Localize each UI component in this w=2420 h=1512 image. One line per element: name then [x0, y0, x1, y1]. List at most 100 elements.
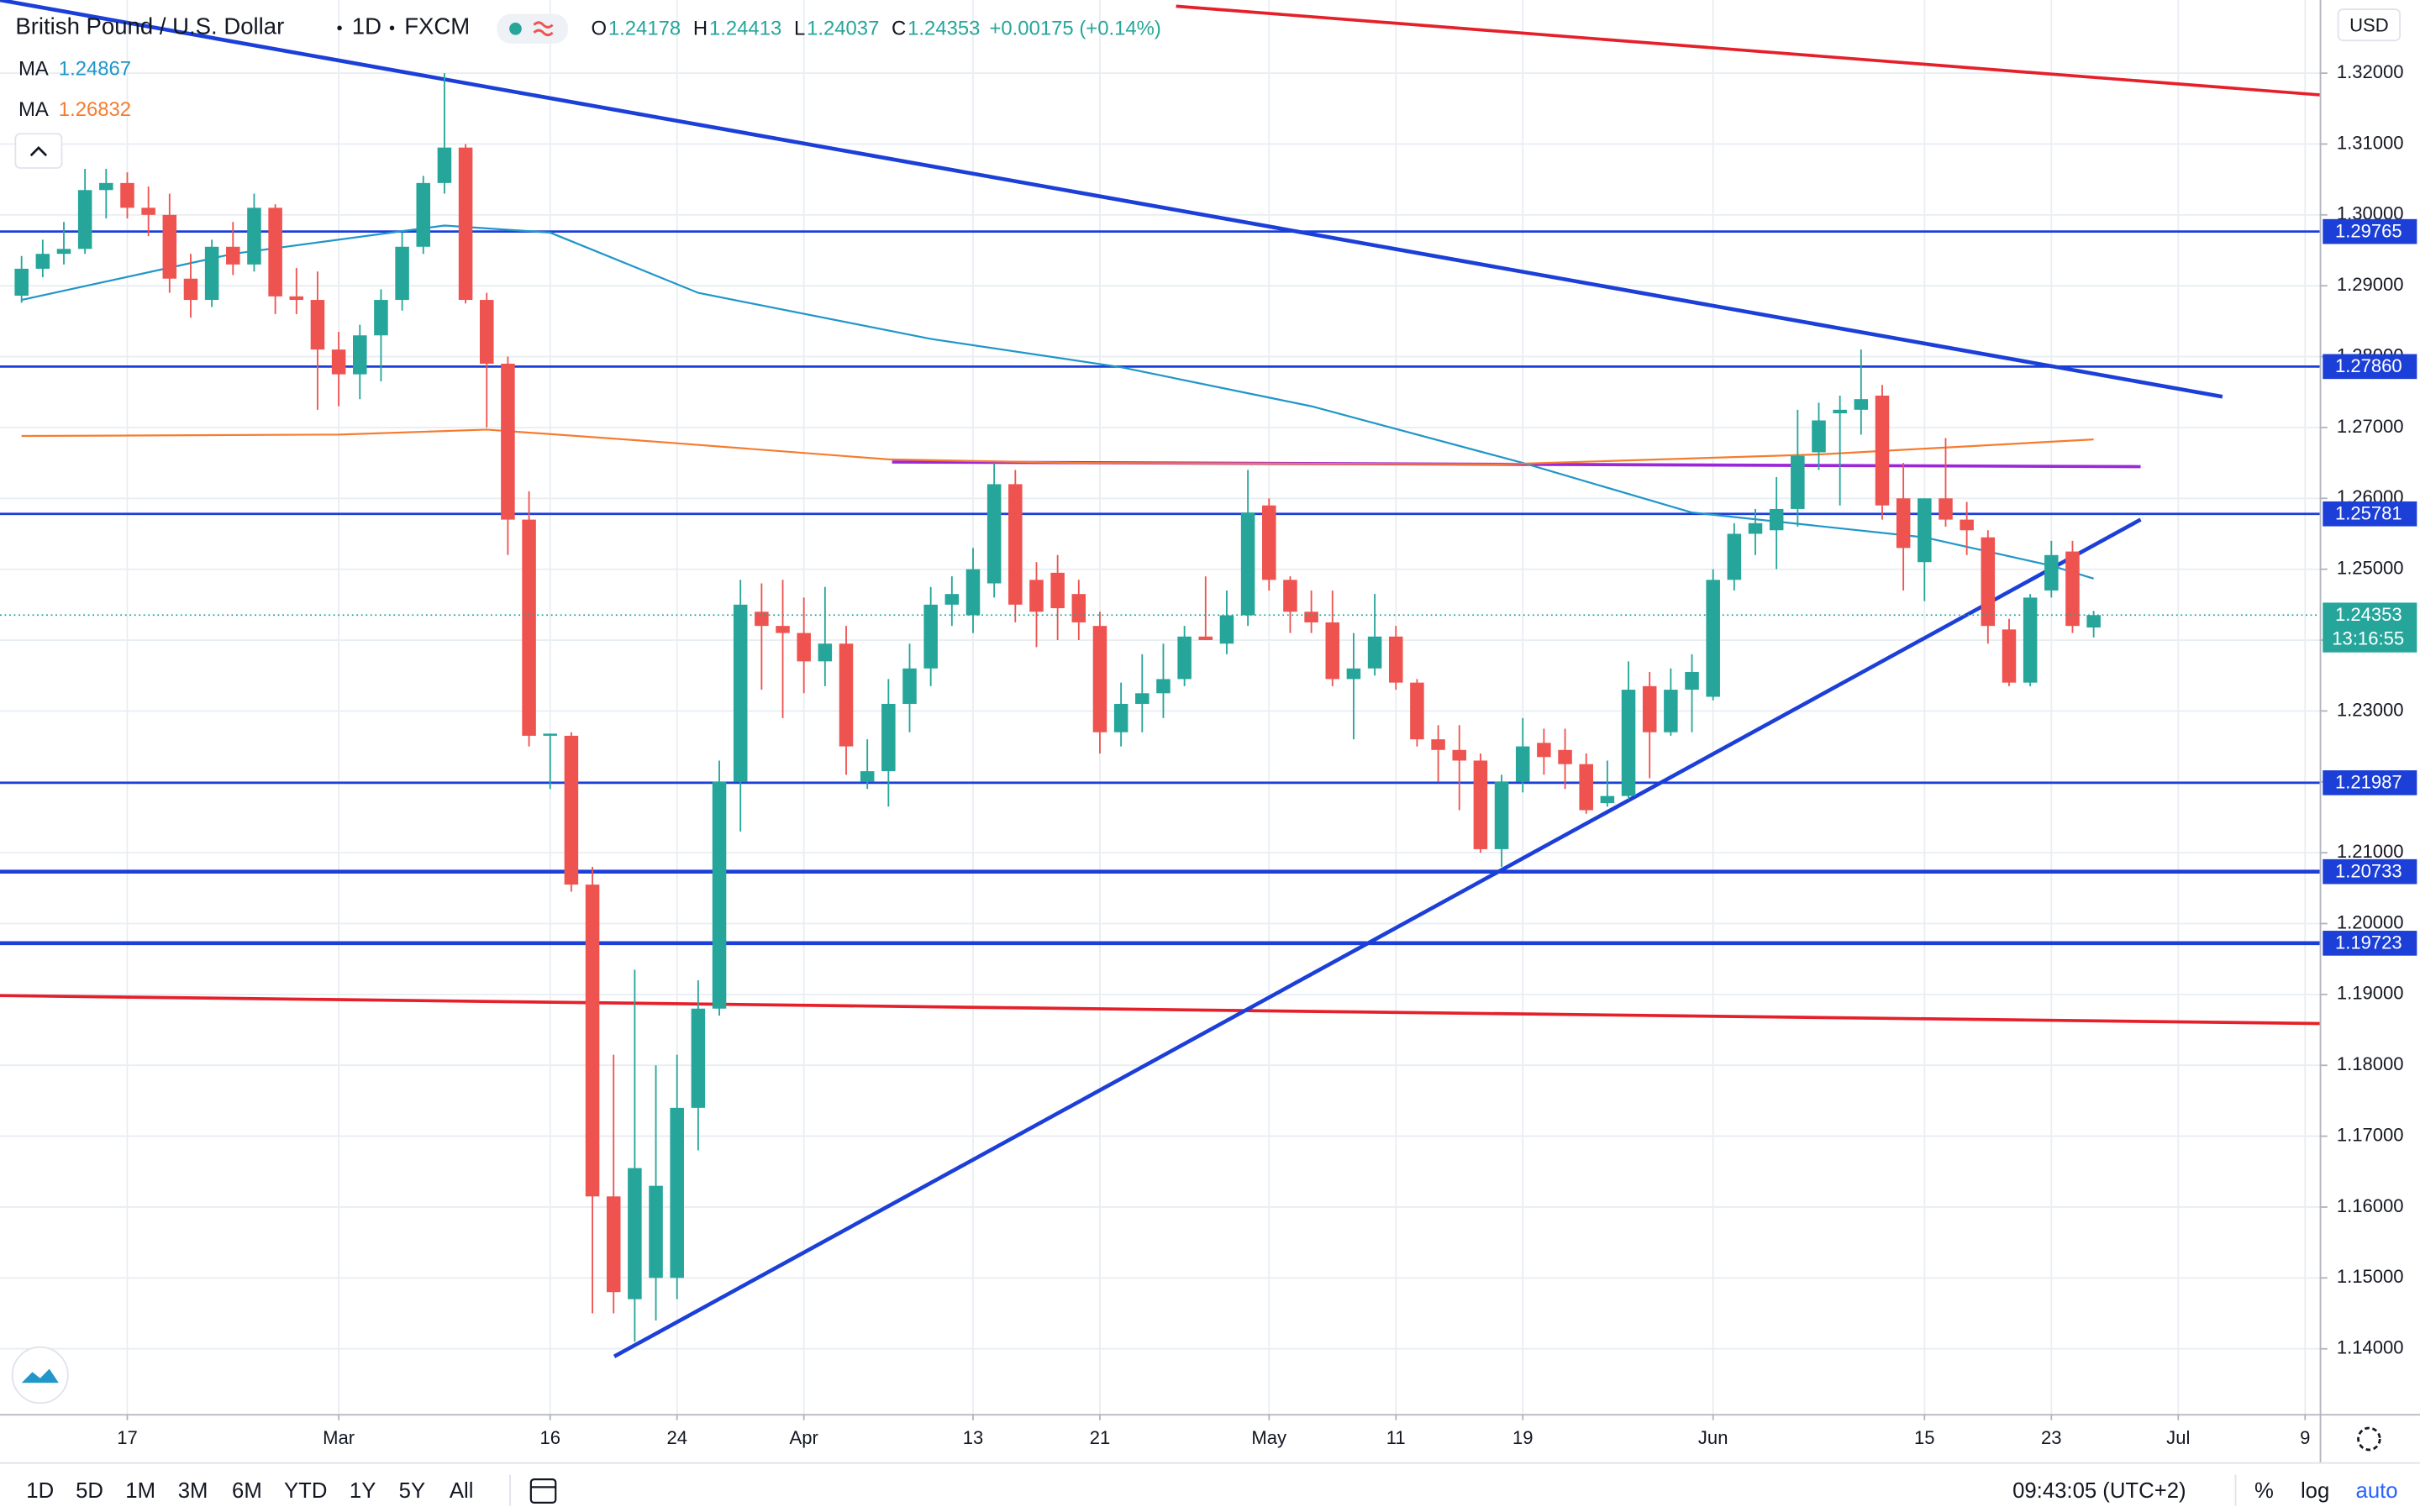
range-button[interactable]: All: [450, 1479, 474, 1503]
y-tick-label: 1.15000: [2337, 1266, 2404, 1287]
candle-body: [606, 1196, 621, 1293]
candle-body: [881, 703, 896, 772]
level-label-box: [2323, 931, 2417, 956]
candle-body: [1727, 533, 1742, 580]
data-icon: [533, 21, 554, 37]
candle-body: [1198, 636, 1213, 641]
ohlc-value: 1.24037: [807, 17, 879, 39]
x-tick-label: Mar: [323, 1427, 355, 1448]
currency: USD: [2349, 14, 2389, 35]
candle-body: [649, 1185, 663, 1278]
candle-body: [670, 1107, 684, 1278]
range-button[interactable]: 1D: [26, 1479, 54, 1503]
candle-body: [1494, 781, 1509, 849]
candle-body: [1918, 498, 1932, 563]
trend-line: [1176, 4, 2320, 97]
candle-body: [923, 604, 938, 669]
range-button[interactable]: 6M: [232, 1479, 262, 1503]
status-pill[interactable]: [497, 13, 568, 44]
level-label-box: [2323, 501, 2417, 527]
auto-toggle[interactable]: auto: [2356, 1479, 2398, 1503]
candle-body: [2023, 597, 2038, 683]
candle-body: [458, 147, 473, 301]
candle-body: [2065, 551, 2080, 627]
level-label: 1.20733: [2335, 860, 2402, 881]
range-button[interactable]: 5D: [76, 1479, 103, 1503]
y-tick-label: 1.32000: [2337, 61, 2404, 82]
range-button[interactable]: 3M: [178, 1479, 208, 1503]
candle-body: [944, 594, 960, 605]
candle-body: [1135, 693, 1150, 704]
candle-body: [860, 771, 875, 782]
candle-body: [479, 300, 494, 364]
level-label: 1.25781: [2335, 502, 2402, 523]
calendar-icon[interactable]: [529, 1478, 557, 1504]
candle-body: [1875, 395, 1890, 506]
candle-body: [268, 207, 282, 297]
y-tick-label: 1.27000: [2337, 416, 2404, 437]
separator: [337, 25, 342, 31]
source: FXCM: [404, 13, 470, 39]
range-button[interactable]: YTD: [284, 1479, 327, 1503]
candle-body: [733, 604, 748, 782]
calendar-frame: [529, 1478, 557, 1504]
range-button[interactable]: 5Y: [399, 1479, 425, 1503]
x-tick-label: Jun: [1698, 1427, 1728, 1448]
candle-body: [1791, 455, 1805, 509]
candle-body: [1410, 682, 1424, 740]
percent-toggle[interactable]: %: [2254, 1479, 2274, 1503]
candle-body: [162, 214, 177, 279]
ohlc-value: 1.24353: [908, 17, 980, 39]
candle-body: [839, 643, 854, 747]
logo[interactable]: [11, 1346, 69, 1404]
log-toggle[interactable]: log: [2301, 1479, 2329, 1503]
x-tick-label: 19: [1512, 1427, 1534, 1448]
candle-body: [1579, 764, 1593, 811]
collapse-button[interactable]: [14, 133, 63, 169]
candle-body: [226, 246, 240, 265]
range-button[interactable]: 1M: [125, 1479, 155, 1503]
candle-body: [1452, 749, 1467, 761]
candle-body: [1262, 505, 1276, 580]
x-tick-label: 17: [117, 1427, 138, 1448]
candle-body: [141, 207, 155, 215]
range-button[interactable]: 1Y: [350, 1479, 376, 1503]
x-tick-label: 24: [666, 1427, 687, 1448]
candle-body: [1092, 626, 1107, 732]
level-label: 1.19723: [2335, 932, 2402, 953]
last-price-box: [2323, 602, 2417, 653]
candle-body: [1473, 760, 1488, 849]
settings-icon[interactable]: [2357, 1426, 2381, 1452]
symbol-title: British Pound / U.S. Dollar: [15, 13, 284, 39]
y-tick-label: 1.18000: [2337, 1053, 2404, 1074]
candle-body: [1642, 685, 1657, 732]
candle-body: [986, 484, 1002, 584]
candle-body: [965, 569, 981, 616]
candle-body: [1029, 580, 1044, 612]
y-tick-label: 1.19000: [2337, 983, 2404, 1004]
x-tick-label: 15: [1914, 1427, 1935, 1448]
candle-body: [1431, 739, 1445, 750]
candle-body: [543, 733, 558, 736]
candle-body: [2044, 554, 2059, 591]
candle-body: [1748, 522, 1763, 534]
candle-body: [204, 246, 219, 301]
y-tick-label: 1.23000: [2337, 699, 2404, 720]
currency-box[interactable]: [2337, 8, 2402, 42]
x-tick-label: May: [1251, 1427, 1287, 1448]
candle-body: [1219, 615, 1234, 644]
x-tick-label: 21: [1090, 1427, 1111, 1448]
ohlc-value: 1.24178: [608, 17, 681, 39]
candle-body: [797, 633, 811, 662]
candle-body: [1706, 580, 1720, 697]
candle-body: [56, 249, 71, 255]
clock: 09:43:05 (UTC+2): [2012, 1479, 2186, 1503]
ohlc-key: L: [794, 17, 805, 39]
candle-body: [1854, 399, 1869, 410]
candle-body: [437, 147, 452, 183]
candle-body: [1558, 749, 1572, 764]
x-tick-label: 23: [2041, 1427, 2062, 1448]
candle-body: [183, 278, 198, 301]
